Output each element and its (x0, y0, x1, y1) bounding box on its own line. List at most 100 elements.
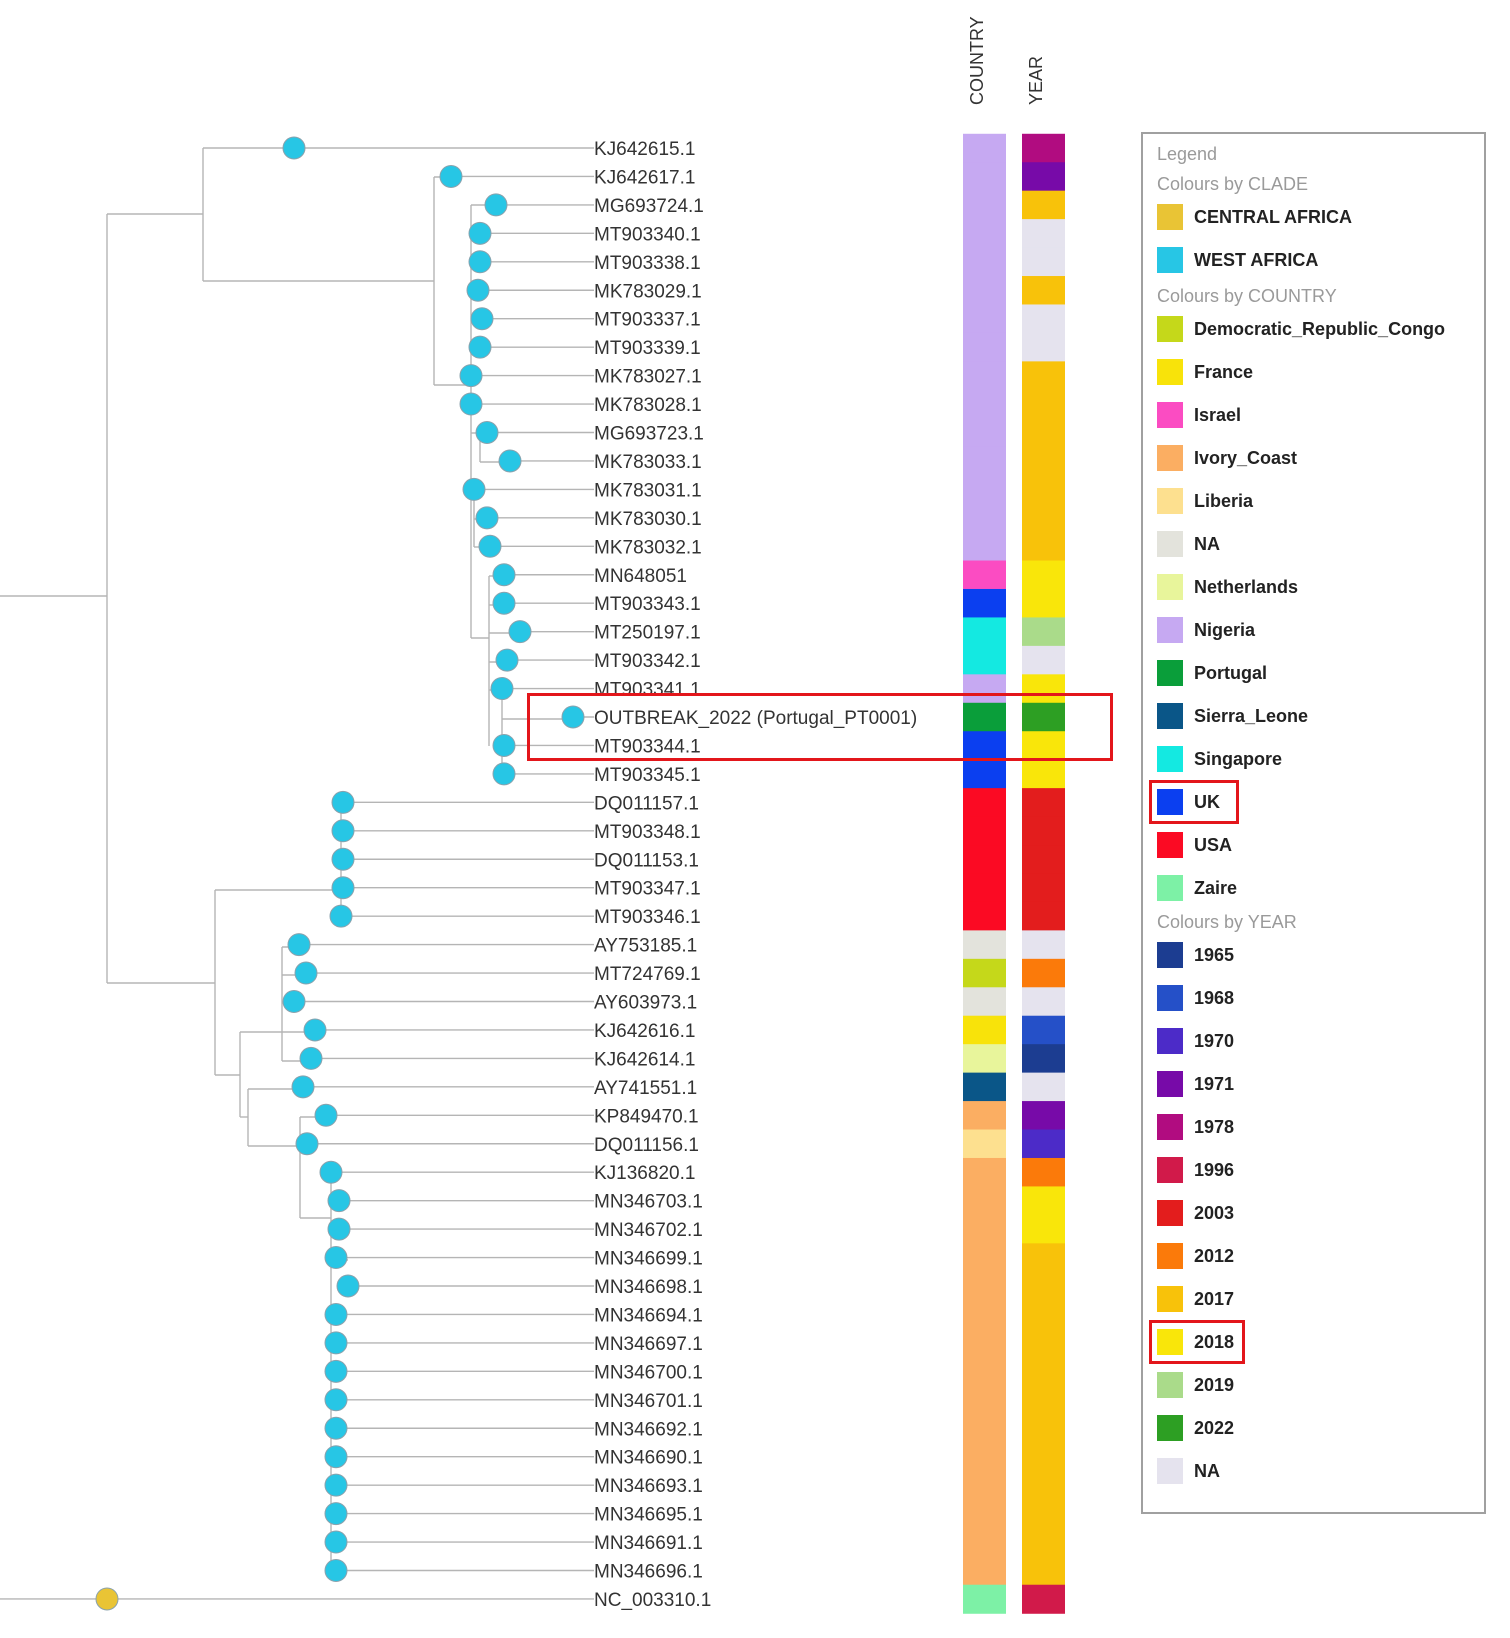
legend-swatch (1157, 574, 1183, 600)
legend-label: Portugal (1194, 662, 1268, 683)
year-cell (1022, 788, 1065, 818)
tip-label: MT903340.1 (594, 224, 701, 245)
legend-swatch (1157, 1200, 1183, 1226)
country-cell (963, 1385, 1006, 1415)
tip-node (324, 1502, 348, 1526)
legend-label: WEST AFRICA (1194, 249, 1319, 270)
tip-label: MT903337.1 (594, 310, 701, 331)
tip-label: MK783028.1 (594, 395, 702, 416)
legend-item-year-2019: 2019 (1157, 1370, 1234, 1400)
legend-item-year-2018: 2018 (1157, 1327, 1234, 1357)
legend-item-country-france: France (1157, 357, 1253, 387)
country-cell (963, 1470, 1006, 1500)
tip-label: DQ011153.1 (594, 850, 699, 871)
tip-label: AY753185.1 (594, 936, 697, 957)
legend-swatch (1157, 985, 1183, 1011)
year-cell (1022, 1385, 1065, 1415)
country-cell (963, 162, 1006, 192)
tip-node (466, 278, 490, 302)
tip-node (282, 990, 306, 1013)
tip-label: MN346700.1 (594, 1362, 703, 1383)
tip-label: MN346692.1 (594, 1419, 703, 1440)
legend-swatch (1157, 703, 1183, 729)
legend-label: 2012 (1194, 1245, 1235, 1266)
country-cell (963, 1527, 1006, 1557)
tip-node (324, 1416, 348, 1440)
legend-label: NA (1194, 1460, 1220, 1481)
country-cell (963, 788, 1006, 818)
tip-label: MT903343.1 (594, 594, 701, 615)
tip-node (492, 762, 516, 786)
legend-item-country-na: NA (1157, 529, 1220, 559)
tip-node (462, 477, 486, 501)
country-cell (963, 702, 1006, 732)
legend-swatch (1157, 617, 1183, 643)
country-cell (963, 1357, 1006, 1387)
tip-node (331, 819, 355, 843)
country-cell (963, 1442, 1006, 1472)
tip-label: KJ136820.1 (594, 1163, 695, 1184)
year-cell (1022, 987, 1065, 1017)
year-cell (1022, 219, 1065, 249)
legend-swatch (1157, 1028, 1183, 1054)
tip-node (324, 1246, 348, 1270)
legend-item-country-usa: USA (1157, 830, 1232, 860)
legend-item-year-1970: 1970 (1157, 1026, 1234, 1056)
tip-node (492, 733, 516, 757)
tip-label: MK783031.1 (594, 480, 702, 501)
legend-swatch (1157, 1458, 1183, 1484)
tip-node (324, 1359, 348, 1383)
tip-label: KJ642614.1 (594, 1049, 695, 1070)
tip-label: NC_003310.1 (594, 1590, 711, 1611)
tip-label: MT903344.1 (594, 736, 701, 757)
legend-item-year-na: NA (1157, 1456, 1220, 1486)
legend-item-year-1978: 1978 (1157, 1112, 1234, 1142)
tip-label: MK783027.1 (594, 367, 702, 388)
tree-branches (0, 147, 573, 1574)
year-cell (1022, 1271, 1065, 1301)
legend-label: 2019 (1194, 1374, 1235, 1395)
tip-node (303, 1018, 327, 1042)
legend-swatch (1157, 316, 1183, 342)
country-cell (963, 1186, 1006, 1216)
country-cell (963, 987, 1006, 1017)
year-cell (1022, 1442, 1065, 1472)
country-cell (963, 1271, 1006, 1301)
legend-item-country-israel: Israel (1157, 400, 1241, 430)
tip-nodes (95, 136, 585, 1611)
tip-node (492, 563, 516, 587)
year-cell (1022, 816, 1065, 846)
tip-node (475, 421, 499, 444)
country-cell (963, 674, 1006, 704)
tip-label: MT903345.1 (594, 765, 701, 786)
legend-swatch (1157, 1415, 1183, 1441)
year-cell (1022, 162, 1065, 192)
tip-label: KJ642615.1 (594, 139, 695, 160)
legend-item-clade-west-africa: WEST AFRICA (1157, 245, 1318, 275)
year-cell (1022, 133, 1065, 163)
legend-item-country-singapore: Singapore (1157, 744, 1282, 774)
legend-label: USA (1194, 834, 1233, 855)
year-cell (1022, 446, 1065, 476)
country-cell (963, 503, 1006, 533)
tip-label: KP849470.1 (594, 1106, 699, 1127)
tip-label: MT250197.1 (594, 623, 701, 644)
tip-node (314, 1103, 338, 1127)
tip-label: AY603973.1 (594, 993, 697, 1014)
legend-item-year-2003: 2003 (1157, 1198, 1234, 1228)
legend-item-year-2012: 2012 (1157, 1241, 1234, 1271)
country-cell (963, 845, 1006, 875)
tip-label: MN346697.1 (594, 1334, 703, 1355)
legend-label: CENTRAL AFRICA (1194, 206, 1352, 227)
tip-node (439, 164, 463, 188)
legend-item-year-1965: 1965 (1157, 940, 1234, 970)
tip-label: MT903346.1 (594, 907, 701, 928)
country-column-header: COUNTRY (967, 16, 987, 105)
year-cell (1022, 560, 1065, 590)
tip-node (319, 1160, 343, 1184)
tip-label: MG693723.1 (594, 424, 704, 445)
legend-item-year-2022: 2022 (1157, 1413, 1234, 1443)
year-cell (1022, 1044, 1065, 1074)
year-cell (1022, 361, 1065, 391)
legend-label: 1965 (1194, 944, 1235, 965)
